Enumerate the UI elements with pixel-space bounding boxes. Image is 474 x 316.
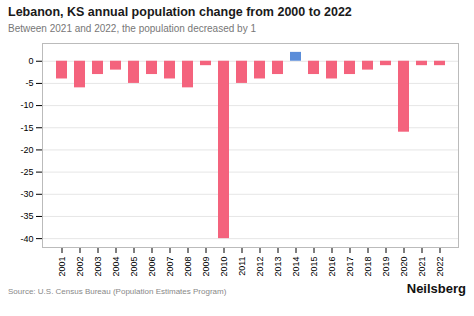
- svg-text:-30: -30: [20, 189, 33, 199]
- svg-text:2005: 2005: [129, 257, 139, 277]
- svg-text:2021: 2021: [417, 257, 427, 277]
- svg-text:2007: 2007: [165, 257, 175, 277]
- svg-text:2022: 2022: [435, 257, 445, 277]
- svg-text:-35: -35: [20, 211, 33, 221]
- svg-text:2011: 2011: [237, 257, 247, 276]
- svg-text:2010: 2010: [219, 257, 229, 277]
- svg-text:-15: -15: [20, 123, 33, 133]
- svg-text:2004: 2004: [111, 257, 121, 277]
- html-text:Lebanon, KS annual population: Lebanon, KS annual population change fro…: [8, 5, 352, 19]
- svg-text:2009: 2009: [201, 257, 211, 277]
- svg-text:2018: 2018: [363, 257, 373, 277]
- svg-text:2015: 2015: [309, 257, 319, 277]
- svg-text:-40: -40: [20, 234, 33, 244]
- svg-text:2001: 2001: [57, 257, 67, 277]
- svg-text:-5: -5: [25, 78, 33, 88]
- html-text:Source: U.S. Census Bureau (Po: Source: U.S. Census Bureau (Population E…: [8, 287, 227, 296]
- svg-text:-25: -25: [20, 167, 33, 177]
- svg-text:2020: 2020: [399, 257, 409, 277]
- svg-text:2017: 2017: [345, 257, 355, 277]
- html-text:Between 2021 and 2022, the pop: Between 2021 and 2022, the population de…: [8, 23, 256, 34]
- svg-text:2003: 2003: [93, 257, 103, 277]
- html-text:Neilsberg: Neilsberg: [406, 281, 466, 296]
- svg-text:2008: 2008: [183, 257, 193, 277]
- svg-text:2002: 2002: [75, 257, 85, 277]
- svg-text:2016: 2016: [327, 257, 337, 277]
- svg-text:-10: -10: [20, 100, 33, 110]
- svg-text:0: 0: [28, 56, 33, 66]
- svg-text:2014: 2014: [291, 257, 301, 277]
- svg-text:2012: 2012: [255, 257, 265, 277]
- svg-text:2019: 2019: [381, 257, 391, 277]
- svg-text:-20: -20: [20, 145, 33, 155]
- svg-text:2013: 2013: [273, 257, 283, 277]
- svg-text:2006: 2006: [147, 257, 157, 277]
